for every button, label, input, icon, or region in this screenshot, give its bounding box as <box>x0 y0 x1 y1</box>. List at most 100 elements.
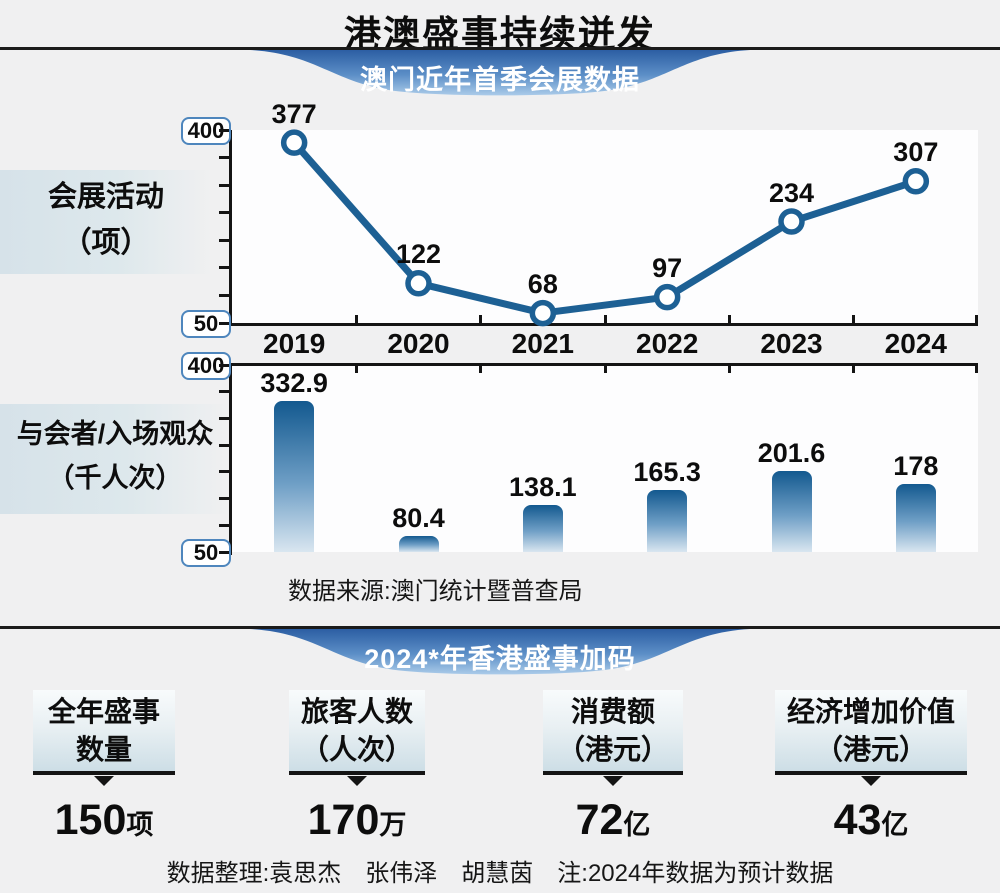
divider-middle <box>0 626 1000 629</box>
stat-number: 43 <box>833 796 882 844</box>
line-chart-axis-title-line1: 会展活动 <box>47 181 164 213</box>
bar-chart-y-tick <box>219 390 229 394</box>
bar-chart-x-tick <box>603 365 607 373</box>
line-chart-axis-title: 会展活动 （项） <box>0 170 212 274</box>
line-value-label: 307 <box>893 137 939 168</box>
banner-macau-label: 澳门近年首季会展数据 <box>360 65 640 95</box>
bar-chart-axis-title: 与会者/入场观众 （千人次） <box>0 404 230 514</box>
data-source-note: 数据来源:澳门统计暨普查局 <box>288 578 583 605</box>
stat-number: 150 <box>54 796 127 844</box>
stat-box-economic-value: 经济增加价值 （港元） <box>775 690 967 775</box>
line-chart-x-tick <box>479 315 483 323</box>
line-chart-y-tick <box>219 183 229 187</box>
line-chart-y-tick <box>219 156 229 160</box>
line-chart-x-tick <box>727 315 731 323</box>
stat-label-line1: 旅客人数 <box>300 696 413 727</box>
line-chart-x-end-tick <box>975 315 978 323</box>
line-chart-x-tick <box>603 315 607 323</box>
stat-value-events-count: 150项 <box>0 796 214 845</box>
bar-chart-ymin-label: 50 <box>181 539 231 567</box>
stat-box-spending: 消费额 （港元） <box>543 690 683 775</box>
bar-chart-y-tick <box>219 363 229 367</box>
year-label: 2021 <box>511 328 574 359</box>
bar-chart-x-end-tick <box>975 365 978 373</box>
bar-value-label: 332.9 <box>260 367 328 398</box>
bar-chart-plot-area <box>232 365 978 552</box>
year-label: 2023 <box>760 328 823 359</box>
section-banner-macau: 澳门近年首季会展数据 <box>250 50 750 98</box>
bar-chart-y-tick <box>219 550 229 554</box>
banner-ribbon-shape <box>250 50 750 96</box>
bar-value-label: 178 <box>893 450 939 481</box>
stat-unit: 亿 <box>881 810 909 840</box>
bar-chart-y-axis <box>229 363 232 555</box>
stat-number: 170 <box>307 796 380 844</box>
line-chart-y-tick <box>219 266 229 270</box>
stat-label-line1: 经济增加价值 <box>786 696 955 727</box>
line-value-label: 234 <box>768 177 815 208</box>
line-chart-x-tick <box>354 315 358 323</box>
stat-unit: 万 <box>379 810 407 840</box>
bar-value-label: 165.3 <box>633 457 701 488</box>
stat-value-economic-value: 43亿 <box>761 796 981 845</box>
line-chart-y-tick <box>219 128 229 132</box>
year-label: 2019 <box>263 328 326 359</box>
line-point-marker <box>653 283 681 311</box>
year-label: 2024 <box>884 328 947 359</box>
line-series-path <box>290 139 920 317</box>
line-chart-x-axis <box>229 323 978 326</box>
stat-pointer-triangle <box>603 776 623 786</box>
bar <box>522 504 563 552</box>
bar-chart-x-tick <box>727 365 731 373</box>
bar-chart-x-tick <box>479 365 483 373</box>
stat-label-line2: （人次） <box>300 734 413 765</box>
line-chart-x-tick <box>852 315 856 323</box>
bar-value-label: 201.6 <box>757 438 826 468</box>
line-value-label: 68 <box>527 269 558 300</box>
banner-hongkong-label: 2024*年香港盛事加码 <box>364 644 636 674</box>
stat-unit: 项 <box>126 810 154 840</box>
stat-unit: 亿 <box>623 810 651 840</box>
bar-value-label: 138.1 <box>509 471 577 502</box>
bar-value-label: 80.4 <box>392 502 445 533</box>
bar <box>274 400 315 552</box>
year-label: 2022 <box>636 328 699 359</box>
stat-pointer-triangle <box>347 776 367 786</box>
line-chart-y-tick <box>219 321 229 325</box>
line-value-label: 122 <box>395 239 442 270</box>
line-point-marker <box>280 129 308 156</box>
bar-chart-axis-title-line2: （千人次） <box>47 463 183 493</box>
bar-chart-axis-title-line1: 与会者/入场观众 <box>16 419 214 449</box>
stat-label-line2: （港元） <box>556 734 669 765</box>
stat-box-events-count: 全年盛事 数量 <box>33 690 175 775</box>
bar-chart-y-tick <box>219 470 229 474</box>
line-chart-y-tick <box>219 293 229 297</box>
divider-top <box>0 47 1000 50</box>
bar <box>398 535 439 552</box>
line-chart-y-tick <box>219 238 229 242</box>
bar <box>647 490 688 552</box>
stat-number: 72 <box>575 796 624 844</box>
line-chart-y-axis <box>229 130 232 326</box>
line-chart-y-tick <box>219 211 229 215</box>
bar-chart-y-tick <box>219 443 229 447</box>
section-banner-hongkong: 2024*年香港盛事加码 <box>250 629 750 677</box>
bar-chart-x-tick <box>354 365 358 373</box>
credits-note: 数据整理:袁思杰 张伟泽 胡慧茵 注:2024年数据为预计数据 <box>166 860 834 887</box>
stat-pointer-triangle <box>94 776 114 786</box>
line-point-marker <box>778 208 805 235</box>
bar-chart-y-tick <box>219 497 229 501</box>
bar <box>895 483 936 552</box>
line-point-marker <box>405 270 432 297</box>
line-chart-axis-title-line2: （项） <box>62 227 150 259</box>
stat-value-visitors: 170万 <box>247 796 467 845</box>
line-value-label: 377 <box>271 98 317 129</box>
stat-label-line1: 全年盛事 <box>47 696 160 727</box>
stat-value-spending: 72亿 <box>503 796 723 845</box>
bar-chart-y-tick <box>219 416 229 420</box>
stat-label-line2: （港元） <box>814 734 927 765</box>
stat-box-visitors: 旅客人数 （人次） <box>289 690 425 775</box>
bar-chart-top-axis <box>229 363 978 366</box>
